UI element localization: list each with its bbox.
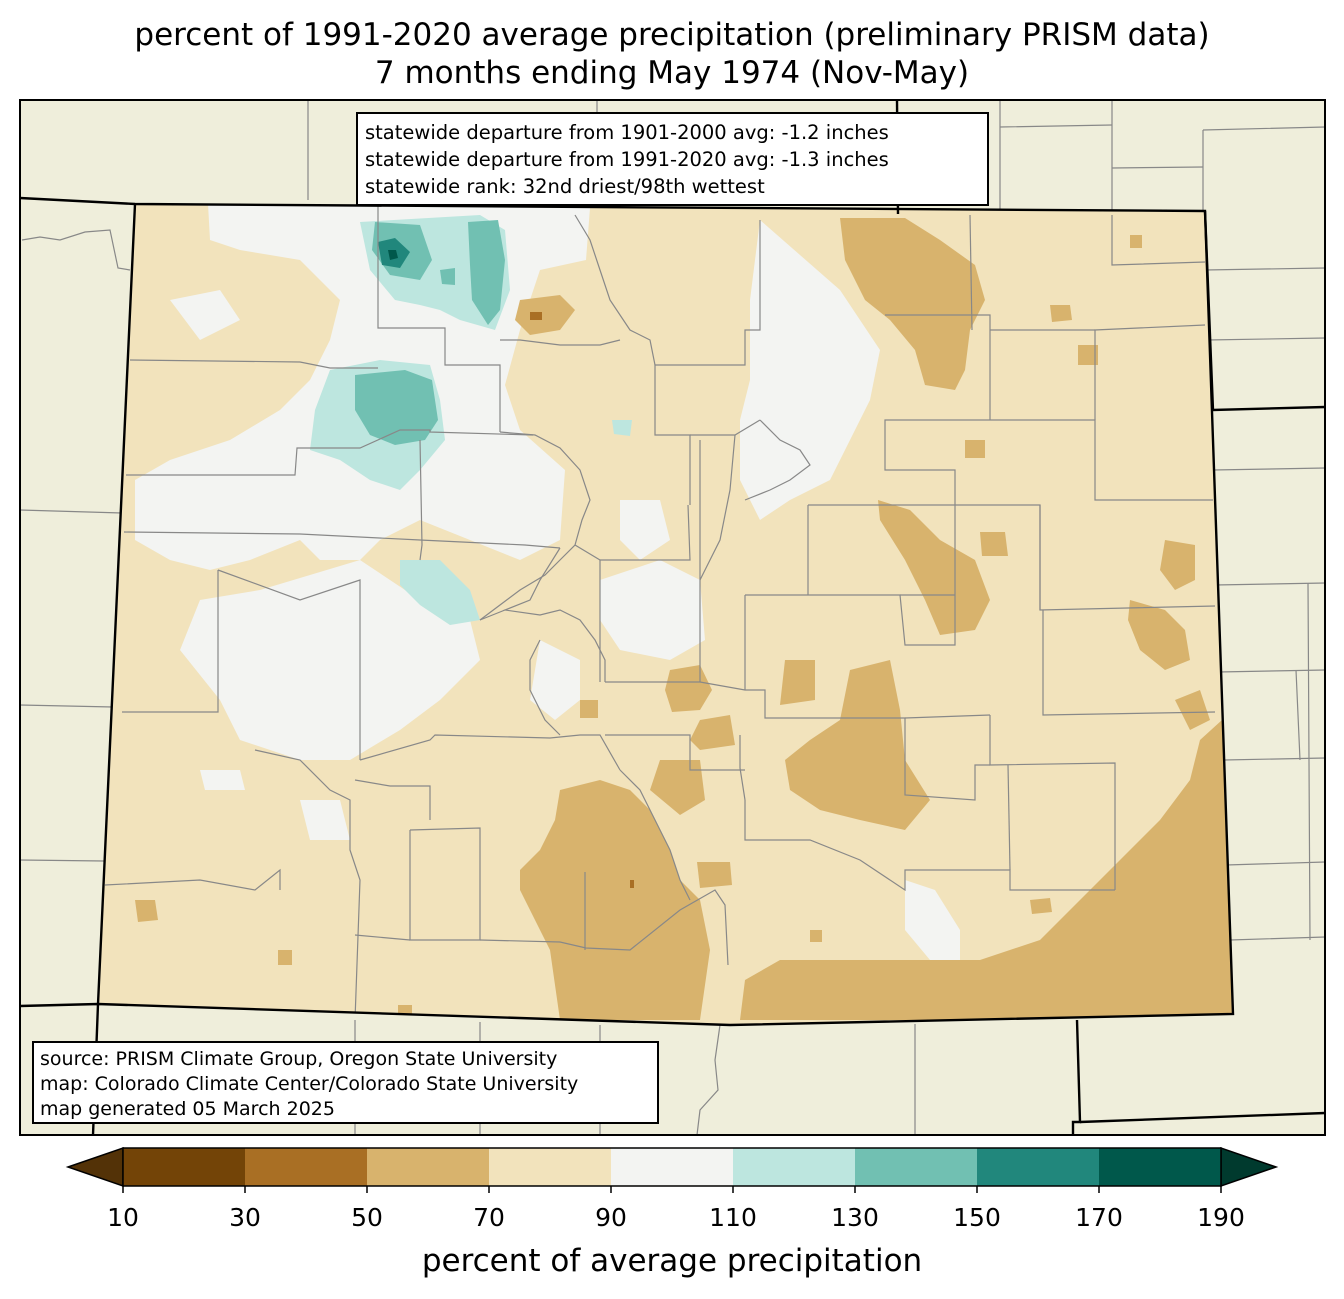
stats-rank: statewide rank: 32nd driest/98th wettest (365, 175, 765, 198)
statewide-stats-box: statewide departure from 1901-2000 avg: … (356, 112, 989, 206)
precipitation-field (98, 204, 1233, 1025)
colorbar-bin-30-50 (245, 1148, 368, 1186)
colorbar-tick-label-170: 170 (1075, 1203, 1123, 1232)
colorbar (65, 1146, 1279, 1193)
colorbar-outline (122, 1147, 1222, 1187)
colorbar-bin-130-150 (855, 1148, 978, 1186)
colorbar-tick-label-190: 190 (1197, 1203, 1245, 1232)
colorbar-tick-label-50: 50 (351, 1203, 383, 1232)
county-lines (104, 206, 1216, 1021)
source-line: source: PRISM Climate Group, Oregon Stat… (40, 1048, 558, 1070)
map-title-line-2: 7 months ending May 1974 (Nov-May) (374, 55, 970, 91)
source-box: source: PRISM Climate Group, Oregon Stat… (32, 1041, 659, 1124)
precip-50-70-areas (135, 218, 1233, 1020)
nebraska-kansas-border (1203, 210, 1326, 412)
colorbar-bin-70-90 (489, 1148, 612, 1186)
colorbar-bin-110-130 (733, 1148, 856, 1186)
colorbar-tick-label-70: 70 (473, 1203, 505, 1232)
map-credit-line: map: Colorado Climate Center/Colorado St… (40, 1073, 579, 1095)
map-frame (19, 99, 1326, 1136)
colorbar-bin-90-110 (611, 1148, 734, 1186)
colorbar-under-arrow (65, 1146, 124, 1188)
colorbar-tick-label-110: 110 (709, 1203, 757, 1232)
colorbar-tick-label-10: 10 (107, 1203, 139, 1232)
stats-departure-1991-2020: statewide departure from 1991-2020 avg: … (365, 148, 889, 171)
colorbar-tick-label-150: 150 (953, 1203, 1001, 1232)
colorbar-tick-label-30: 30 (229, 1203, 261, 1232)
colorbar-over-arrow (1220, 1146, 1279, 1188)
texas-oklahoma-border (1079, 1111, 1326, 1124)
colorbar-bin-50-70 (367, 1148, 490, 1186)
precip-30-50-areas (530, 312, 634, 888)
colorbar-bin-10-30 (123, 1148, 246, 1186)
colorbar-bin-150-170 (977, 1148, 1100, 1186)
generated-date-line: map generated 05 March 2025 (40, 1098, 335, 1120)
stats-departure-1901-2000: statewide departure from 1901-2000 avg: … (365, 121, 889, 144)
map-title-line-1: percent of 1991-2020 average precipitati… (134, 17, 1210, 53)
colorbar-label: percent of average precipitation (421, 1243, 923, 1279)
oklahoma-border (1071, 1019, 1082, 1135)
colorbar-bin-170-190 (1099, 1148, 1222, 1186)
colorbar-tick-label-90: 90 (595, 1203, 627, 1232)
precip-170-190-area (388, 250, 398, 260)
colorbar-tick-label-130: 130 (831, 1203, 879, 1232)
